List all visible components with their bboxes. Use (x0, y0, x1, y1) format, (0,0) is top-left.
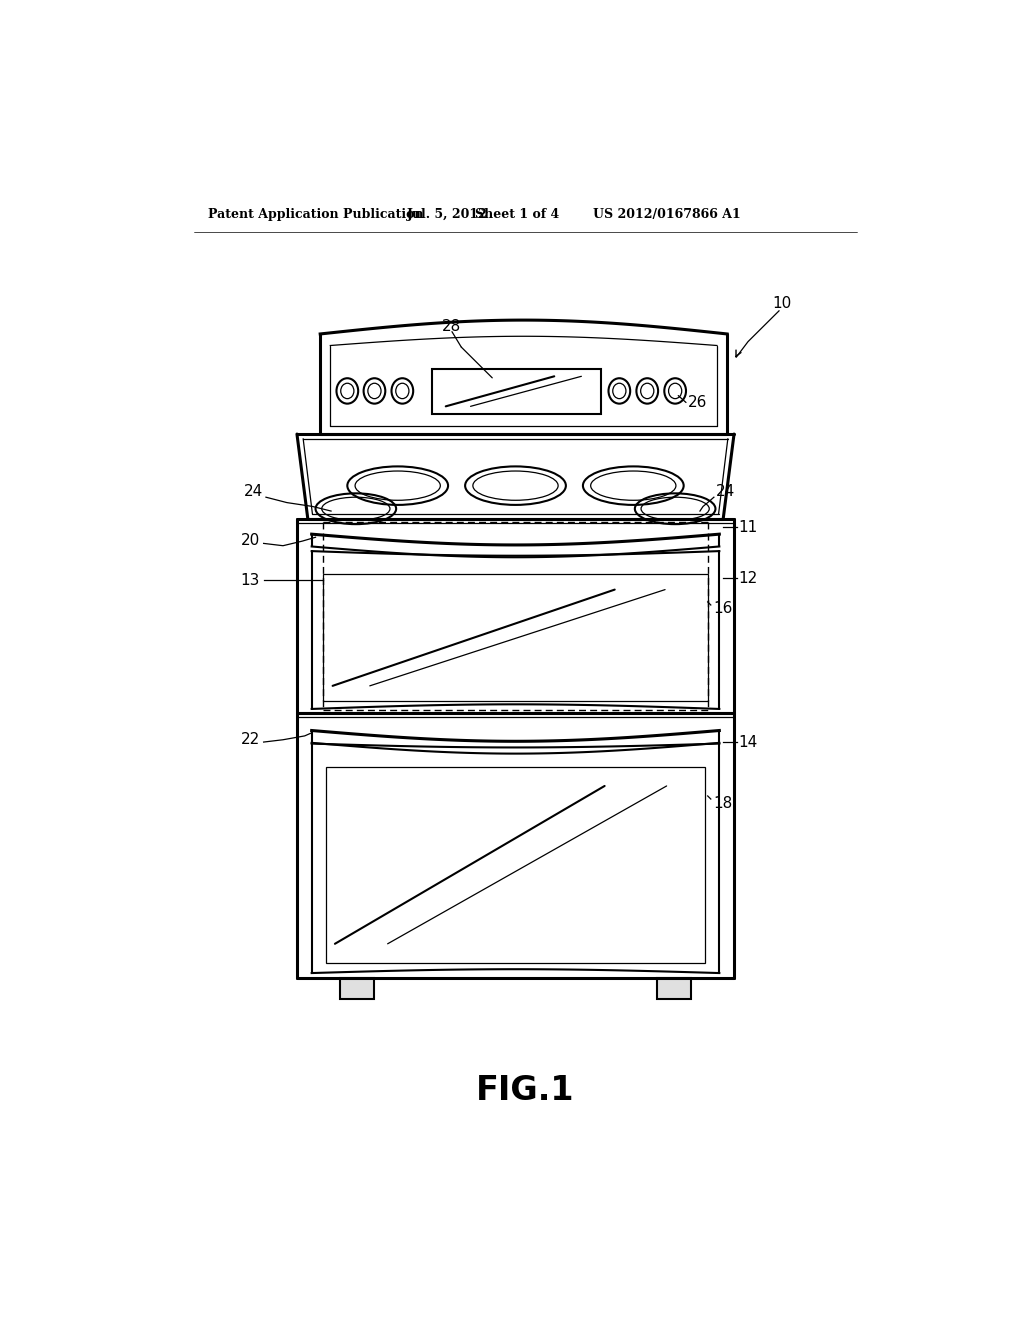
Text: 16: 16 (713, 602, 732, 616)
Text: FIG.1: FIG.1 (475, 1073, 574, 1106)
Text: 10: 10 (773, 296, 792, 310)
Text: Jul. 5, 2012: Jul. 5, 2012 (407, 209, 487, 222)
Text: 12: 12 (738, 570, 758, 586)
Text: 24: 24 (716, 483, 734, 499)
Bar (324, 574, 708, 701)
Text: US 2012/0167866 A1: US 2012/0167866 A1 (593, 209, 740, 222)
Text: 20: 20 (241, 533, 260, 548)
Bar (340, 978, 374, 999)
Bar (326, 767, 706, 964)
Text: 26: 26 (687, 395, 707, 411)
Text: 13: 13 (241, 573, 260, 587)
Text: 14: 14 (738, 734, 758, 750)
Text: 24: 24 (244, 483, 263, 499)
Text: 18: 18 (713, 796, 732, 812)
Text: 22: 22 (241, 733, 260, 747)
Bar (432, 368, 601, 414)
Text: 28: 28 (442, 318, 462, 334)
Text: 11: 11 (738, 520, 758, 535)
Text: Patent Application Publication: Patent Application Publication (208, 209, 423, 222)
Text: Sheet 1 of 4: Sheet 1 of 4 (475, 209, 559, 222)
Bar (657, 978, 691, 999)
